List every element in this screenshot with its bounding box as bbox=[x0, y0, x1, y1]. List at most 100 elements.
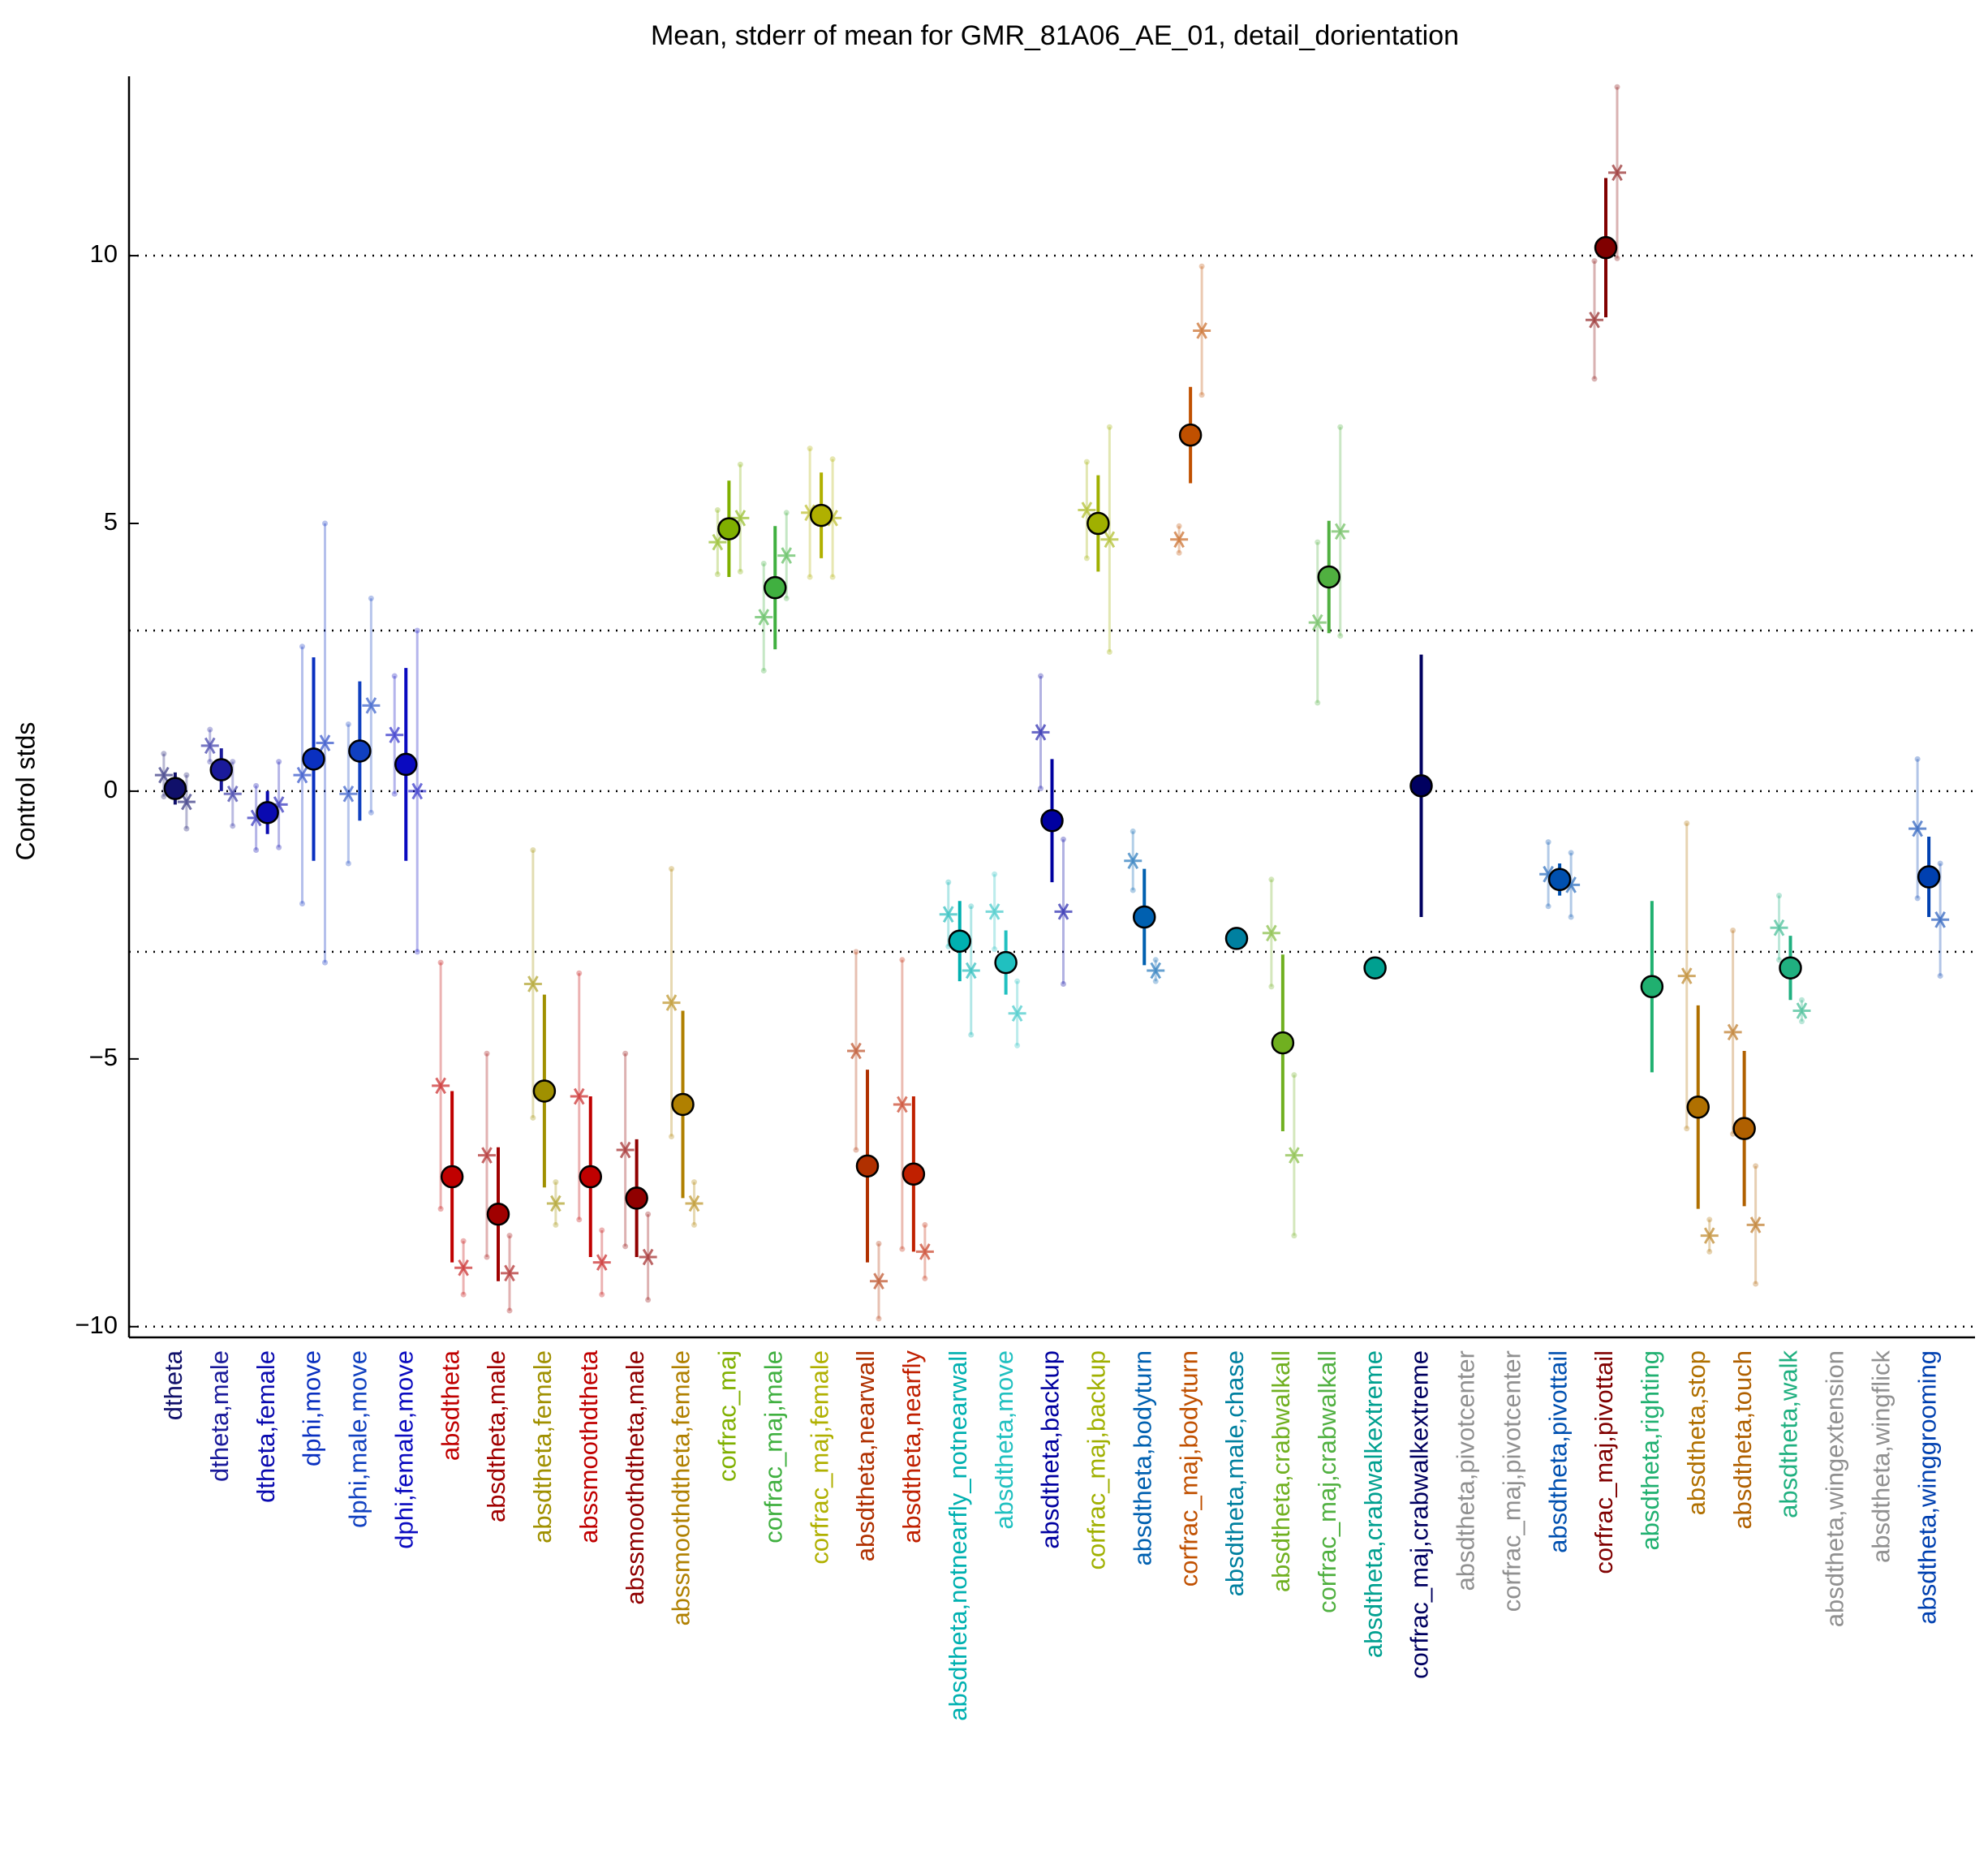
x-tick-label: dtheta bbox=[159, 1350, 187, 1420]
error-end bbox=[1706, 1248, 1713, 1255]
x-tick-label: corfrac_maj bbox=[713, 1350, 742, 1482]
asterisk-marker bbox=[1700, 1227, 1719, 1244]
error-end bbox=[622, 1243, 629, 1250]
x-tick-label: absdtheta,wingextension bbox=[1821, 1350, 1849, 1627]
asterisk-marker bbox=[1908, 820, 1927, 837]
error-end bbox=[1106, 424, 1112, 430]
asterisk-marker bbox=[1723, 1023, 1742, 1041]
mean-marker bbox=[1547, 868, 1572, 892]
asterisk-marker bbox=[362, 697, 381, 714]
x-tick-label: absdtheta,female bbox=[528, 1350, 557, 1544]
mean-marker bbox=[671, 1092, 695, 1117]
error-end bbox=[506, 1307, 513, 1314]
error-end bbox=[1198, 392, 1205, 398]
error-end bbox=[345, 860, 351, 867]
mean-marker bbox=[486, 1202, 510, 1226]
error-end bbox=[276, 844, 282, 850]
error-end bbox=[1799, 997, 1805, 1003]
asterisk-marker bbox=[915, 1243, 934, 1260]
asterisk-marker bbox=[247, 809, 265, 827]
error-end bbox=[437, 1206, 444, 1212]
asterisk-marker bbox=[731, 510, 750, 527]
error-end bbox=[1753, 1163, 1759, 1169]
error-end bbox=[1545, 903, 1551, 910]
error-end bbox=[1014, 1042, 1021, 1048]
error-end bbox=[1198, 263, 1205, 269]
error-end bbox=[599, 1227, 605, 1234]
error-end bbox=[691, 1179, 697, 1186]
asterisk-marker bbox=[1770, 919, 1788, 936]
error-end bbox=[1291, 1072, 1297, 1079]
mean-marker bbox=[440, 1165, 464, 1189]
error-end bbox=[1152, 978, 1159, 984]
x-tick-label: dtheta,female bbox=[252, 1350, 280, 1503]
mean-marker bbox=[994, 950, 1018, 975]
error-end bbox=[1776, 957, 1782, 963]
error-end bbox=[807, 574, 813, 580]
x-tick-label: abssmoothdtheta,female bbox=[667, 1350, 695, 1626]
y-tick-label: −10 bbox=[75, 1311, 118, 1339]
asterisk-marker bbox=[870, 1272, 888, 1290]
asterisk-marker bbox=[1586, 311, 1603, 329]
error-end bbox=[968, 1031, 975, 1038]
error-end bbox=[945, 879, 952, 885]
asterisk-marker bbox=[432, 1077, 450, 1095]
x-tick-label: abssmoothdtheta,male bbox=[621, 1350, 649, 1605]
error-end bbox=[669, 1134, 674, 1140]
error-end bbox=[391, 673, 398, 679]
asterisk-marker bbox=[200, 737, 219, 755]
mean-marker bbox=[1178, 423, 1203, 447]
asterisk-marker bbox=[570, 1087, 588, 1105]
x-tick-label: corfrac_maj,backup bbox=[1082, 1350, 1111, 1570]
asterisk-marker bbox=[177, 793, 196, 811]
asterisk-marker bbox=[546, 1195, 565, 1212]
error-end bbox=[876, 1241, 882, 1247]
x-tick-label: dphi,female,move bbox=[389, 1350, 418, 1549]
error-end bbox=[737, 461, 743, 467]
error-end bbox=[922, 1221, 928, 1228]
asterisk-marker bbox=[893, 1096, 911, 1113]
mean-marker bbox=[256, 801, 279, 825]
x-tick-label: absdtheta,walk bbox=[1775, 1350, 1803, 1518]
mean-marker bbox=[948, 929, 971, 953]
x-tick-label: absdtheta bbox=[436, 1350, 464, 1461]
asterisk-marker bbox=[223, 785, 242, 803]
error-end bbox=[437, 959, 444, 966]
x-tick-label: corfrac_maj,male bbox=[759, 1350, 787, 1544]
asterisk-marker bbox=[1931, 911, 1950, 928]
error-end bbox=[484, 1254, 490, 1260]
mean-marker bbox=[901, 1162, 926, 1186]
asterisk-marker bbox=[939, 906, 957, 923]
asterisk-marker bbox=[1100, 531, 1119, 549]
x-tick-label: corfrac_maj,bodyturn bbox=[1174, 1350, 1203, 1587]
error-end bbox=[1684, 820, 1690, 827]
error-end bbox=[1061, 836, 1066, 842]
error-end bbox=[1730, 927, 1736, 933]
asterisk-marker bbox=[1331, 523, 1349, 540]
error-end bbox=[853, 1147, 859, 1153]
error-end bbox=[183, 825, 190, 832]
error-end bbox=[1106, 648, 1112, 655]
error-end bbox=[414, 627, 420, 634]
mean-marker bbox=[717, 517, 741, 540]
x-tick-label: absdtheta,crabwalkextreme bbox=[1359, 1350, 1388, 1658]
mean-marker bbox=[1317, 565, 1340, 589]
error-end bbox=[1776, 893, 1782, 899]
mean-marker bbox=[764, 575, 787, 600]
x-tick-label: corfrac_maj,crabwalkall bbox=[1313, 1350, 1341, 1613]
error-end bbox=[599, 1291, 605, 1298]
error-end bbox=[230, 823, 236, 829]
x-tick-label: abssmoothdtheta bbox=[574, 1350, 603, 1544]
mean-marker bbox=[1271, 1031, 1295, 1055]
error-end bbox=[1337, 424, 1344, 430]
error-end bbox=[760, 560, 767, 566]
error-end bbox=[1337, 633, 1344, 639]
error-end bbox=[530, 847, 536, 854]
asterisk-marker bbox=[293, 766, 312, 784]
error-end bbox=[691, 1221, 697, 1228]
mean-marker bbox=[625, 1186, 648, 1210]
error-end bbox=[253, 782, 260, 789]
asterisk-marker bbox=[685, 1195, 704, 1212]
error-end bbox=[829, 456, 836, 463]
